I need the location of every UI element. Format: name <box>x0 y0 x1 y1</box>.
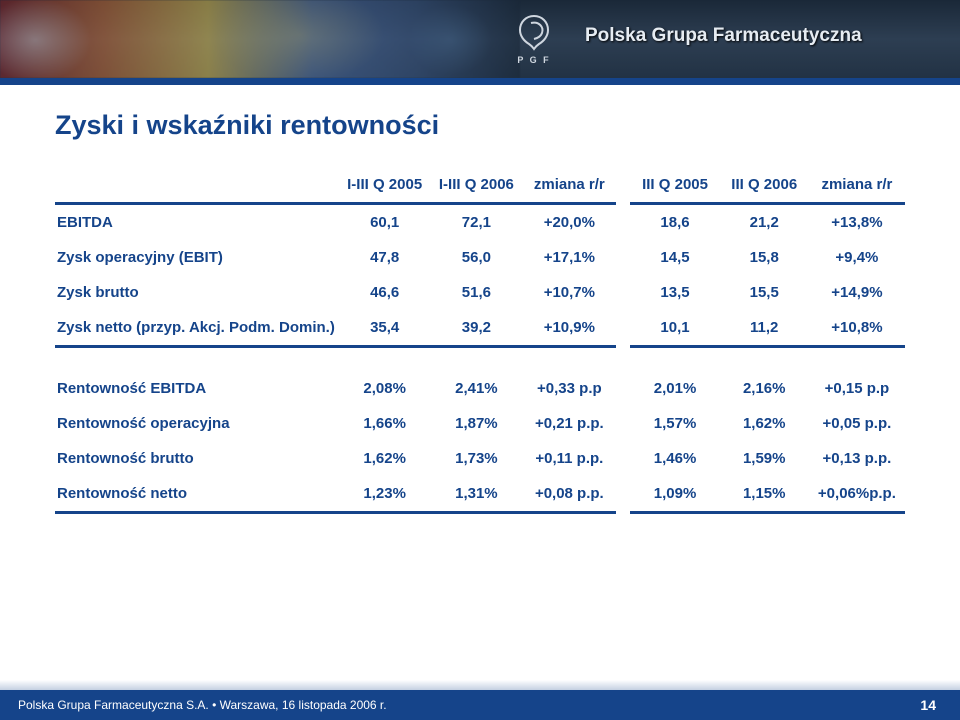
table-row: Rentowność EBITDA2,08%2,41%+0,33 p.p 2,01… <box>55 371 905 406</box>
table-cell: 51,6 <box>431 275 523 310</box>
row-label: Rentowność operacyjna <box>55 406 339 441</box>
financial-table: I-III Q 2005 I-III Q 2006 zmiana r/r III… <box>55 167 905 514</box>
slide-header: P G F Polska Grupa Farmaceutyczna <box>0 0 960 78</box>
col-header: zmiana r/r <box>522 167 616 204</box>
col-separator <box>616 204 630 241</box>
col-separator <box>616 371 630 406</box>
logo-abbr: P G F <box>517 55 550 65</box>
table-row: Rentowność brutto1,62%1,73%+0,11 p.p. 1,4… <box>55 441 905 476</box>
table-cell: 1,57% <box>630 406 719 441</box>
table-cell: +10,7% <box>522 275 616 310</box>
page-number: 14 <box>920 697 936 713</box>
table-cell: 2,01% <box>630 371 719 406</box>
table-cell: 1,73% <box>431 441 523 476</box>
table-cell: 14,5 <box>630 240 719 275</box>
header-underline <box>0 78 960 85</box>
table-cell: 1,09% <box>630 476 719 513</box>
col-separator <box>616 275 630 310</box>
header-photo-strip <box>0 0 520 78</box>
table-row: Rentowność netto1,23%1,31%+0,08 p.p. 1,09… <box>55 476 905 513</box>
table-cell: 47,8 <box>339 240 431 275</box>
table-cell: 35,4 <box>339 310 431 347</box>
col-header: III Q 2006 <box>720 167 809 204</box>
table-cell: 15,5 <box>720 275 809 310</box>
table-cell: 1,15% <box>720 476 809 513</box>
brand-name: Polska Grupa Farmaceutyczna <box>585 25 862 47</box>
col-separator <box>616 310 630 347</box>
table-cell: 1,46% <box>630 441 719 476</box>
table-cell: 1,31% <box>431 476 523 513</box>
row-label: Rentowność EBITDA <box>55 371 339 406</box>
table-cell: 2,16% <box>720 371 809 406</box>
col-separator <box>616 240 630 275</box>
table-cell: +0,05 p.p. <box>809 406 905 441</box>
logo-mark-icon <box>514 13 554 53</box>
table-cell: 1,62% <box>720 406 809 441</box>
table-cell: +0,13 p.p. <box>809 441 905 476</box>
table-row: Zysk netto (przyp. Akcj. Podm. Domin.)35… <box>55 310 905 347</box>
table-cell: +9,4% <box>809 240 905 275</box>
table-cell: +20,0% <box>522 204 616 241</box>
table-cell: 72,1 <box>431 204 523 241</box>
table-cell: 15,8 <box>720 240 809 275</box>
table-cell: 1,66% <box>339 406 431 441</box>
row-label: Zysk operacyjny (EBIT) <box>55 240 339 275</box>
table-row: Zysk brutto46,651,6+10,7% 13,515,5+14,9% <box>55 275 905 310</box>
table-cell: +13,8% <box>809 204 905 241</box>
company-logo: P G F <box>505 10 563 68</box>
footer-shadow <box>0 680 960 690</box>
table-header-row: I-III Q 2005 I-III Q 2006 zmiana r/r III… <box>55 167 905 204</box>
slide-title: Zyski i wskaźniki rentowności <box>55 110 905 141</box>
col-separator <box>616 167 630 204</box>
row-label: Zysk brutto <box>55 275 339 310</box>
col-separator <box>616 406 630 441</box>
col-header: zmiana r/r <box>809 167 905 204</box>
table-cell: +10,8% <box>809 310 905 347</box>
table-cell: 46,6 <box>339 275 431 310</box>
table-cell: +0,21 p.p. <box>522 406 616 441</box>
footer-text: Polska Grupa Farmaceutyczna S.A. • Warsz… <box>18 698 387 712</box>
table-cell: 10,1 <box>630 310 719 347</box>
slide-content: Zyski i wskaźniki rentowności I-III Q 20… <box>55 110 905 514</box>
table-cell: +0,15 p.p <box>809 371 905 406</box>
table-cell: 1,59% <box>720 441 809 476</box>
table-cell: 11,2 <box>720 310 809 347</box>
table-cell: 1,62% <box>339 441 431 476</box>
row-label: Rentowność netto <box>55 476 339 513</box>
table-cell: 1,87% <box>431 406 523 441</box>
table-cell: +0,08 p.p. <box>522 476 616 513</box>
table-cell: 60,1 <box>339 204 431 241</box>
table-cell: +0,06%p.p. <box>809 476 905 513</box>
section-spacer <box>55 347 905 371</box>
slide-footer: Polska Grupa Farmaceutyczna S.A. • Warsz… <box>0 690 960 720</box>
table-row: EBITDA60,172,1+20,0% 18,621,2+13,8% <box>55 204 905 241</box>
table-cell: 39,2 <box>431 310 523 347</box>
table-cell: 21,2 <box>720 204 809 241</box>
table-cell: +14,9% <box>809 275 905 310</box>
col-separator <box>616 476 630 513</box>
table-cell: +0,11 p.p. <box>522 441 616 476</box>
table-row: Zysk operacyjny (EBIT)47,856,0+17,1% 14,5… <box>55 240 905 275</box>
table-row: Rentowność operacyjna1,66%1,87%+0,21 p.p… <box>55 406 905 441</box>
col-header: I-III Q 2005 <box>339 167 431 204</box>
table-cell: 1,23% <box>339 476 431 513</box>
table-cell: 18,6 <box>630 204 719 241</box>
row-label: Zysk netto (przyp. Akcj. Podm. Domin.) <box>55 310 339 347</box>
col-header: III Q 2005 <box>630 167 719 204</box>
table-cell: 2,41% <box>431 371 523 406</box>
row-label: Rentowność brutto <box>55 441 339 476</box>
table-cell: 56,0 <box>431 240 523 275</box>
header-empty <box>55 167 339 204</box>
row-label: EBITDA <box>55 204 339 241</box>
table-cell: 2,08% <box>339 371 431 406</box>
table-cell: +0,33 p.p <box>522 371 616 406</box>
table-cell: +17,1% <box>522 240 616 275</box>
col-header: I-III Q 2006 <box>431 167 523 204</box>
col-separator <box>616 441 630 476</box>
table-cell: +10,9% <box>522 310 616 347</box>
table-cell: 13,5 <box>630 275 719 310</box>
